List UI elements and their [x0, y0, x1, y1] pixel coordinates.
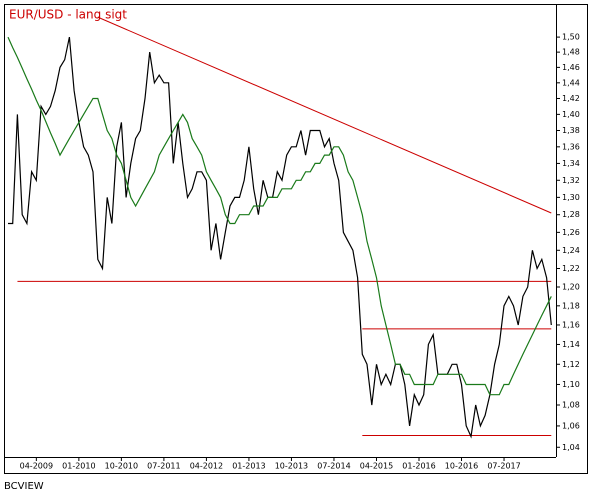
y-tick-label: 1,18 — [562, 301, 580, 310]
y-tick-label: 1,46 — [562, 63, 580, 72]
series-line — [7, 36, 552, 396]
y-tick-label: 1,50 — [562, 33, 580, 42]
x-tick-label: 04-2012 — [190, 462, 223, 471]
x-tick-label: 04-2009 — [20, 462, 53, 471]
y-tick-label: 1,44 — [562, 78, 580, 87]
y-tick-label: 1,28 — [562, 210, 580, 219]
y-tick-label: 1,04 — [562, 443, 580, 452]
y-tick-label: 1,32 — [562, 176, 580, 185]
y-tick-label: 1,40 — [562, 110, 580, 119]
y-tick-label: 1,16 — [562, 320, 580, 329]
y-tick-label: 1,22 — [562, 264, 580, 273]
x-tick-label: 04-2015 — [360, 462, 393, 471]
y-tick-label: 1,14 — [562, 340, 580, 349]
x-tick-label: 10-2013 — [275, 462, 308, 471]
y-tick-label: 1,42 — [562, 94, 580, 103]
x-tick-label: 07-2017 — [487, 462, 520, 471]
frame — [4, 4, 588, 474]
y-tick-label: 1,48 — [562, 48, 580, 57]
x-tick-label: 01-2013 — [232, 462, 265, 471]
y-tick-label: 1,30 — [562, 193, 580, 202]
x-tick-label: 10-2016 — [445, 462, 478, 471]
x-tick-label: 01-2010 — [62, 462, 95, 471]
y-tick-label: 1,12 — [562, 360, 580, 369]
y-tick-label: 1,38 — [562, 126, 580, 135]
x-tick-label: 07-2014 — [317, 462, 350, 471]
y-tick-label: 1,08 — [562, 401, 580, 410]
chart-title: EUR/USD - lang sigt — [9, 8, 127, 22]
level-line — [97, 16, 552, 214]
x-tick-label: 01-2016 — [402, 462, 435, 471]
x-tick-label: 07-2011 — [147, 462, 180, 471]
series-line — [8, 36, 552, 439]
y-tick-label: 1,20 — [562, 283, 580, 292]
y-tick-label: 1,06 — [562, 421, 580, 430]
source: BCVIEW — [4, 481, 44, 492]
y-tick-label: 1,24 — [562, 246, 580, 255]
y-tick-label: 1,36 — [562, 142, 580, 151]
y-tick-label: 1,34 — [562, 159, 580, 168]
y-tick-label: 1,26 — [562, 228, 580, 237]
x-tick-label: 10-2010 — [105, 462, 138, 471]
y-tick-label: 1,10 — [562, 380, 580, 389]
